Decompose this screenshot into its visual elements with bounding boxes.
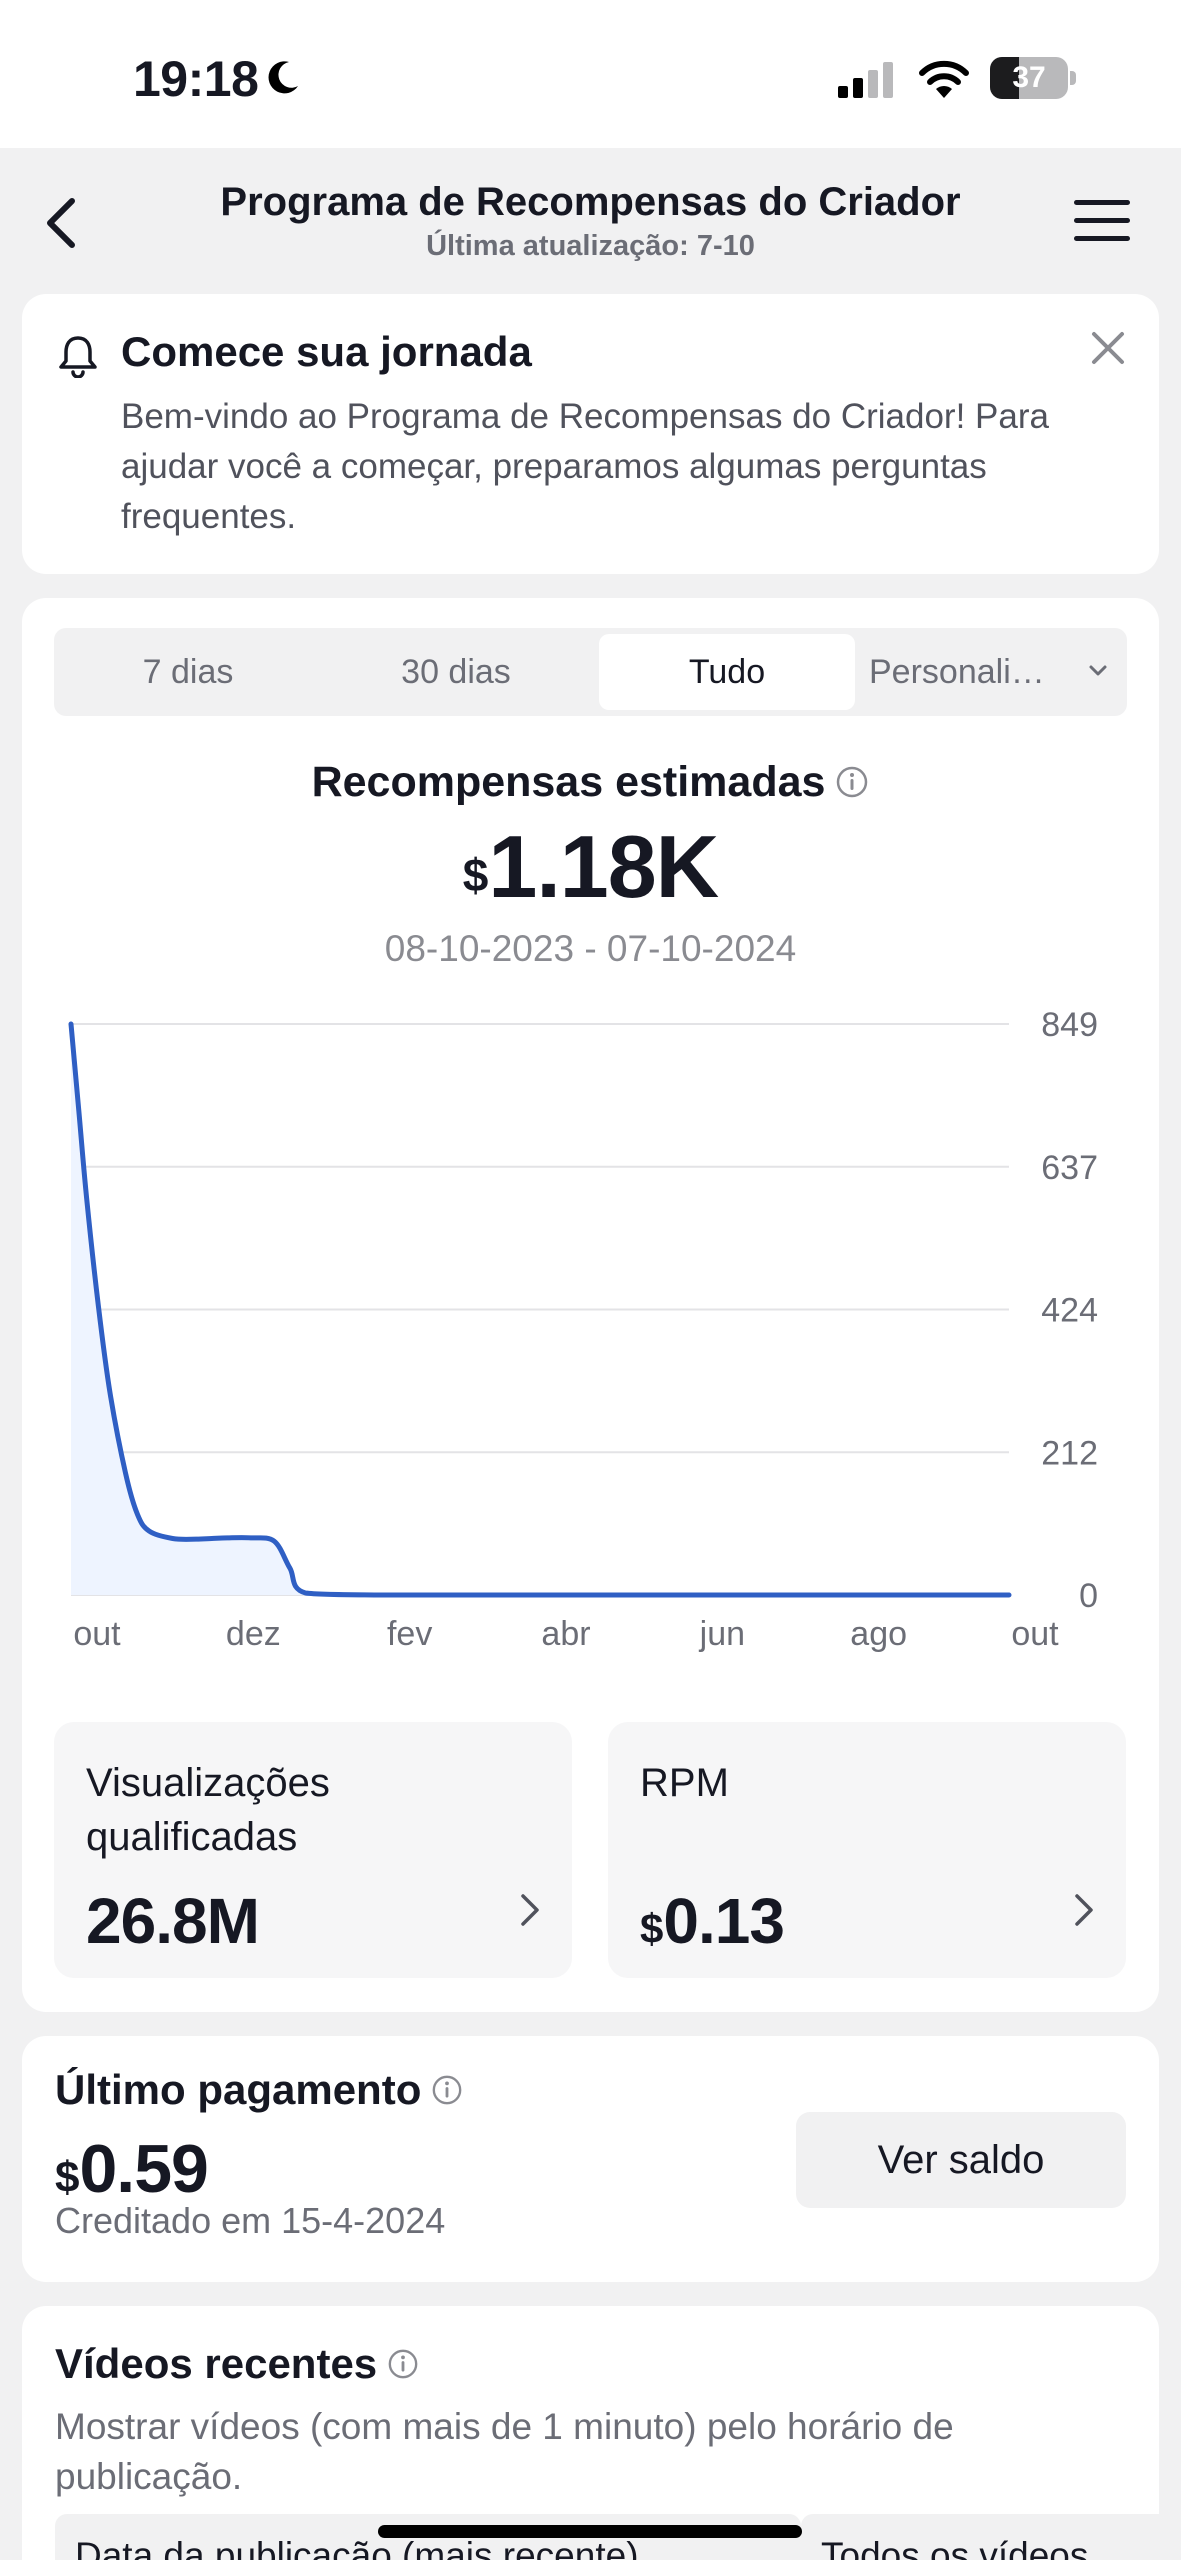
battery-icon: 37 <box>990 57 1076 99</box>
rpm-currency: $ <box>640 1905 664 1952</box>
bell-icon <box>59 336 97 378</box>
wifi-icon <box>919 60 969 98</box>
x-tick-label: fev <box>387 1615 432 1653</box>
info-icon[interactable] <box>387 2348 419 2380</box>
rpm-card[interactable]: RPM $0.13 <box>608 1722 1126 1978</box>
chevron-right-icon <box>521 1894 539 1926</box>
status-bar: 19:18 37 <box>0 0 1181 148</box>
recent-videos-label: Vídeos recentes <box>55 2340 378 2387</box>
last-updated: Última atualização: 7-10 <box>426 230 755 262</box>
status-time: 19:18 <box>133 51 259 107</box>
info-icon[interactable] <box>431 2074 463 2106</box>
y-tick-label: 424 <box>1041 1292 1098 1330</box>
x-tick-label: dez <box>226 1615 281 1653</box>
video-filter-label: Todos os vídeos <box>821 2535 1089 2560</box>
info-icon[interactable] <box>835 765 869 799</box>
back-arrow-icon[interactable] <box>38 193 84 253</box>
last-payment-label: Último pagamento <box>55 2066 422 2113</box>
banner-title: Comece sua jornada <box>121 328 532 375</box>
y-tick-label: 849 <box>1041 1006 1098 1044</box>
chevron-down-icon <box>1089 665 1107 676</box>
welcome-banner: Comece sua jornada Bem-vindo ao Programa… <box>22 294 1159 574</box>
rpm-label: RPM <box>640 1761 729 1805</box>
last-payment-title: Último pagamento <box>55 2066 463 2114</box>
qualified-views-card[interactable]: Visualizações qualificadas 26.8M <box>54 1722 572 1978</box>
page-title: Programa de Recompensas do Criador <box>220 180 961 224</box>
banner-text: Bem-vindo ao Programa de Recompensas do … <box>121 397 1049 536</box>
signal-icon <box>838 62 893 98</box>
x-tick-label: out <box>73 1615 121 1653</box>
sort-filter-dropdown[interactable]: Data da publicação (mais recente) ⌄ <box>55 2514 801 2560</box>
nav-header: Programa de Recompensas do Criador Últim… <box>0 148 1181 294</box>
chevron-right-icon <box>1075 1894 1093 1926</box>
recent-videos-title: Vídeos recentes <box>55 2340 419 2388</box>
rpm-number: 0.13 <box>663 1885 785 1957</box>
tab-7-days[interactable]: 7 dias <box>142 653 234 691</box>
tab-30-days[interactable]: 30 dias <box>401 653 511 691</box>
battery-level: 37 <box>1012 61 1046 94</box>
sort-filter-label: Data da publicação (mais recente) <box>75 2535 639 2560</box>
estimated-amount: 1.18K <box>488 817 719 916</box>
qualified-views-value: 26.8M <box>86 1884 260 1958</box>
series-line <box>68 1021 1012 1598</box>
currency-symbol: $ <box>462 849 489 901</box>
y-tick-label: 637 <box>1041 1149 1098 1187</box>
recent-videos-description: Mostrar vídeos (com mais de 1 minuto) pe… <box>55 2406 954 2497</box>
rewards-stats-card: 7 dias 30 dias Tudo Personali… Recompens… <box>22 598 1159 2012</box>
y-tick-label: 212 <box>1041 1434 1098 1472</box>
tab-all[interactable]: Tudo <box>599 634 855 710</box>
payment-amount: 0.59 <box>79 2131 208 2207</box>
x-tick-label: ago <box>850 1615 907 1653</box>
recent-videos-card: Vídeos recentes Mostrar vídeos (com mais… <box>22 2306 1159 2560</box>
rpm-value: $0.13 <box>640 1884 785 1958</box>
view-balance-button[interactable]: Ver saldo <box>796 2112 1126 2208</box>
chevron-down-icon: ⌄ <box>662 2542 688 2560</box>
x-tick-label: jun <box>699 1615 745 1653</box>
qualified-views-label: Visualizações qualificadas <box>86 1761 330 1859</box>
x-tick-label: out <box>1011 1615 1059 1653</box>
credited-date: Creditado em 15-4-2024 <box>55 2200 446 2241</box>
x-tick-label: abr <box>541 1615 590 1653</box>
tab-custom-dropdown[interactable]: Personali… <box>869 634 1119 710</box>
estimated-rewards-label: Recompensas estimadas <box>311 758 826 806</box>
rewards-chart: 849 637 424 212 0 out dez fev abr jun ago out <box>68 1006 1098 1653</box>
hamburger-menu-icon[interactable] <box>1074 198 1130 244</box>
estimated-rewards-value: $1.18K <box>22 816 1159 918</box>
estimated-rewards-title: Recompensas estimadas <box>22 758 1159 807</box>
payment-currency: $ <box>55 2153 80 2202</box>
last-payment-card: Último pagamento $0.59 Creditado em 15-4… <box>22 2036 1159 2282</box>
y-tick-label: 0 <box>1079 1577 1098 1615</box>
moon-icon <box>268 61 298 94</box>
last-payment-value: $0.59 <box>55 2130 209 2208</box>
range-tabs: 7 dias 30 dias Tudo Personali… <box>54 628 1127 716</box>
date-range: 08-10-2023 - 07-10-2024 <box>384 928 797 969</box>
home-indicator <box>378 2525 802 2538</box>
close-icon[interactable] <box>1088 328 1128 368</box>
video-filter-dropdown[interactable]: Todos os vídeos <box>801 2514 1159 2560</box>
tab-custom-label: Personali… <box>869 653 1045 691</box>
qualified-views-number: 26.8M <box>86 1885 260 1957</box>
